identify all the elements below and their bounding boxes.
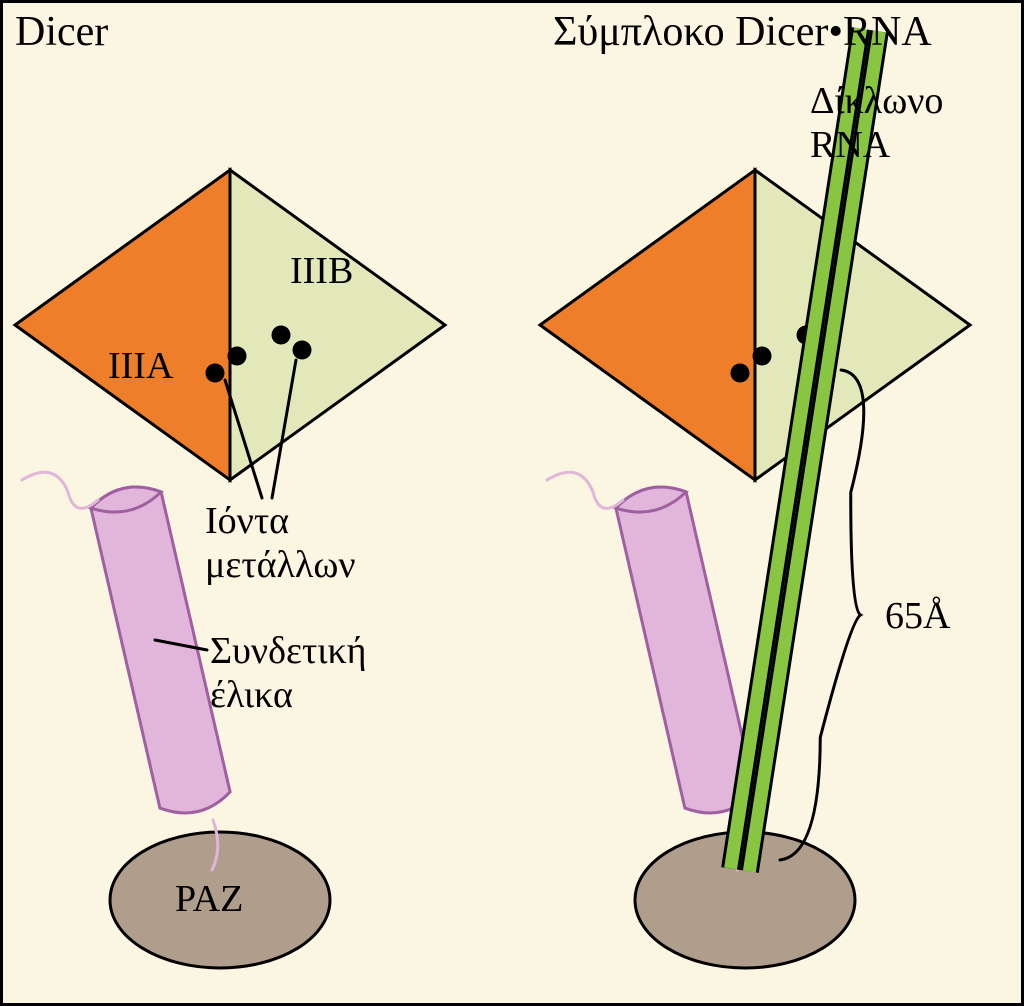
label-iiia: IIIA <box>108 345 173 389</box>
title-left: Dicer <box>15 8 108 56</box>
metal-ion-dot <box>272 326 291 345</box>
label-ions: Ιόνταμετάλλων <box>205 500 356 587</box>
metal-ion-dot <box>731 364 750 383</box>
metal-ion-dot <box>206 364 225 383</box>
metal-ion-dot <box>753 347 772 366</box>
title-right: Σύμπλοκο Dicer•RNA <box>553 8 932 56</box>
metal-ion-dot <box>293 341 312 360</box>
metal-ion-dot <box>228 347 247 366</box>
label-distance: 65Å <box>885 595 950 639</box>
label-paz: PAZ <box>175 878 243 922</box>
label-dsrna: ΔίκλωνοRNA <box>810 80 943 167</box>
label-iiib: IIIB <box>290 250 353 294</box>
label-helix: Συνδετικήέλικα <box>210 630 367 717</box>
